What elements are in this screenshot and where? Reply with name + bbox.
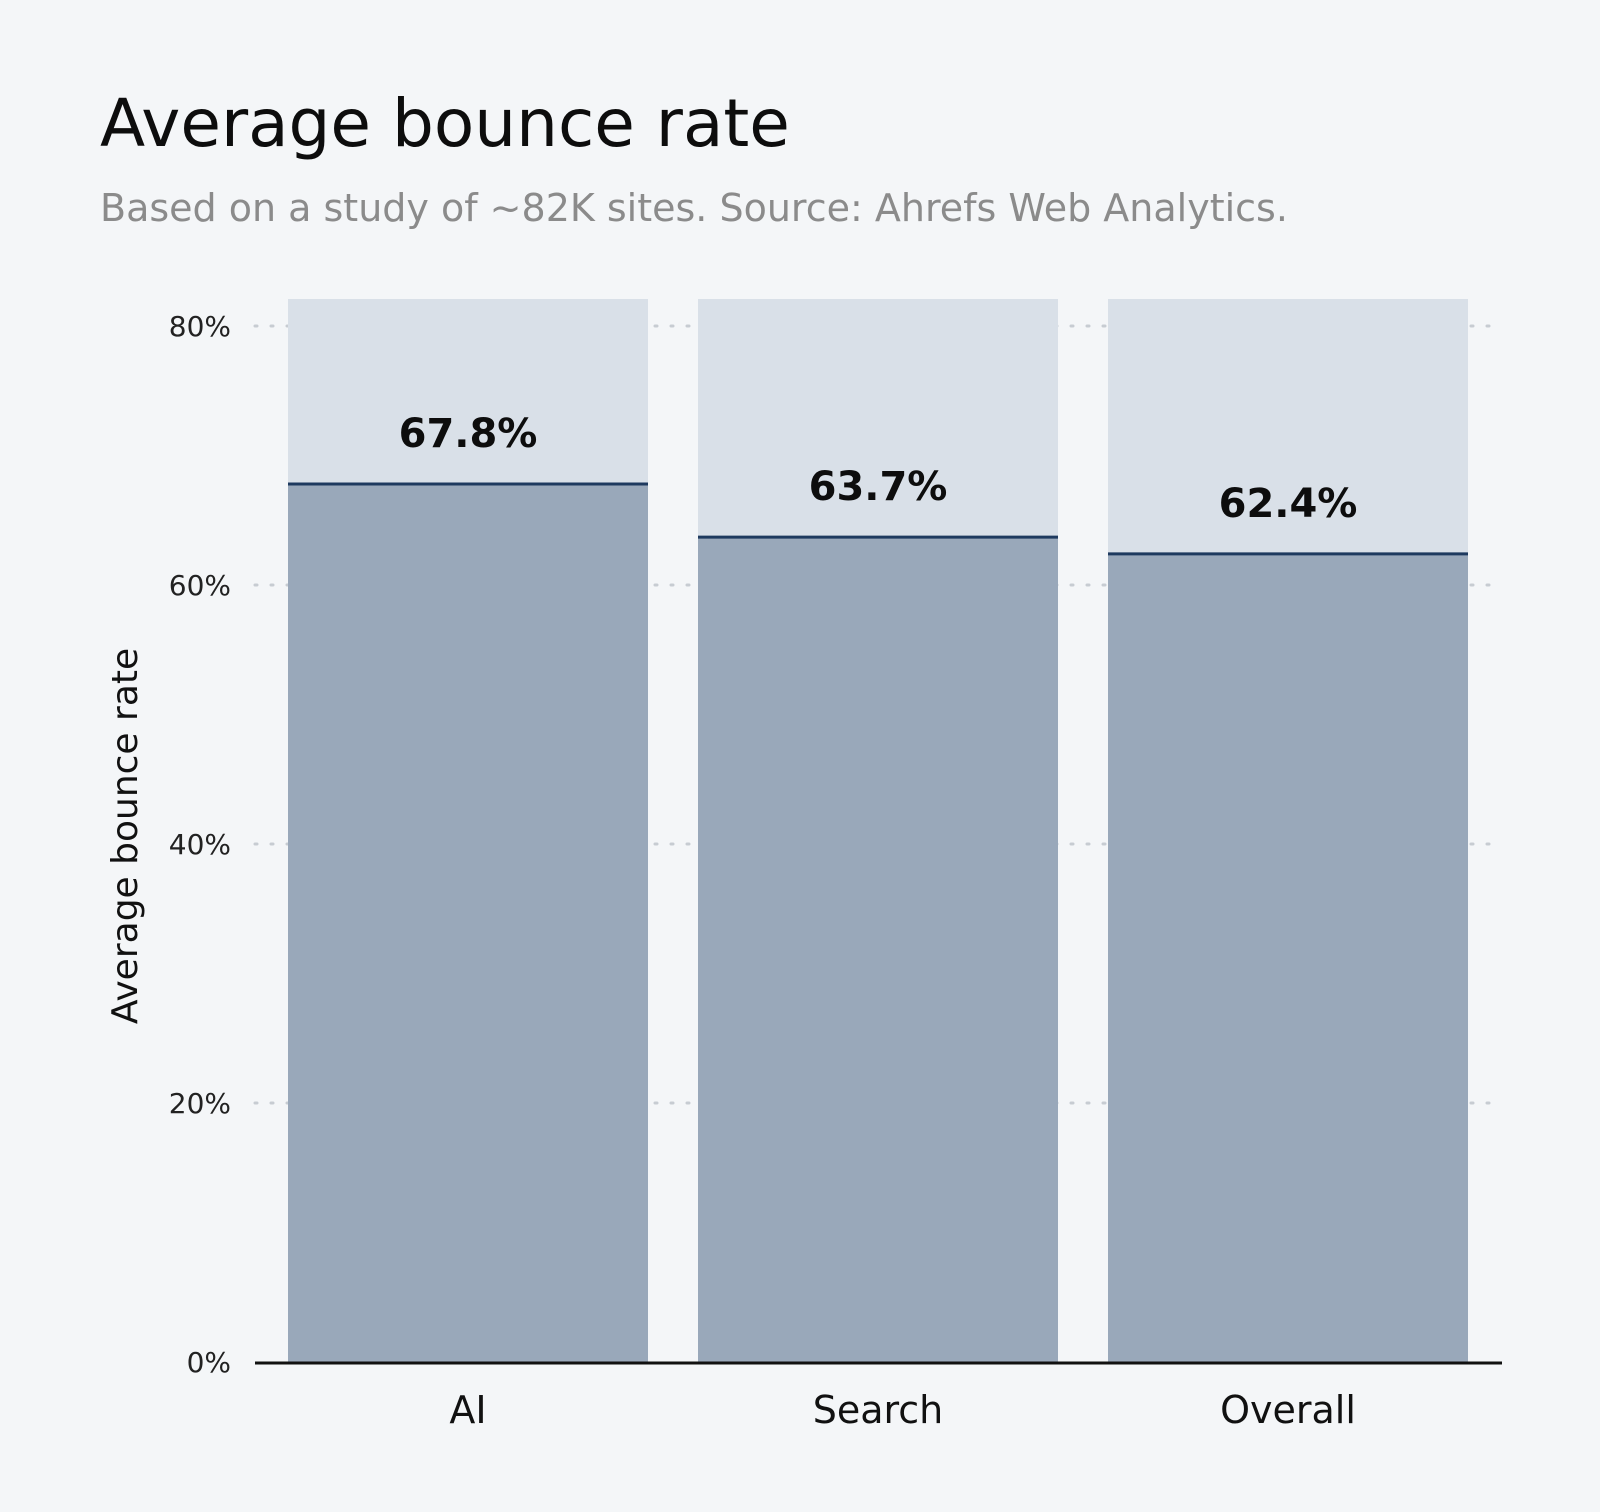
y-tick-label: 0% bbox=[187, 1346, 231, 1379]
bar bbox=[288, 483, 648, 1362]
x-tick-label: Overall bbox=[1220, 1388, 1356, 1432]
chart-subtitle: Based on a study of ~82K sites. Source: … bbox=[100, 186, 1288, 230]
bar bbox=[698, 537, 1058, 1362]
bar bbox=[1108, 553, 1468, 1362]
bars: 67.8% 63.7% 62.4% bbox=[288, 299, 1468, 1362]
y-axis-label: Average bounce rate bbox=[105, 648, 146, 1024]
x-tick-label: Search bbox=[813, 1388, 944, 1432]
data-label: 62.4% bbox=[1219, 481, 1358, 527]
y-tick-label: 80% bbox=[169, 310, 231, 343]
y-tick-label: 40% bbox=[169, 828, 231, 861]
chart-title: Average bounce rate bbox=[100, 85, 790, 162]
data-label: 67.8% bbox=[399, 411, 538, 457]
y-tick-label: 60% bbox=[169, 569, 231, 602]
data-label: 63.7% bbox=[809, 464, 948, 510]
y-tick-label: 20% bbox=[169, 1087, 231, 1120]
y-axis-ticks: 0% 20% 40% 60% 80% bbox=[169, 310, 231, 1379]
x-tick-label: AI bbox=[449, 1388, 486, 1432]
x-axis-ticks: AI Search Overall bbox=[449, 1388, 1356, 1432]
